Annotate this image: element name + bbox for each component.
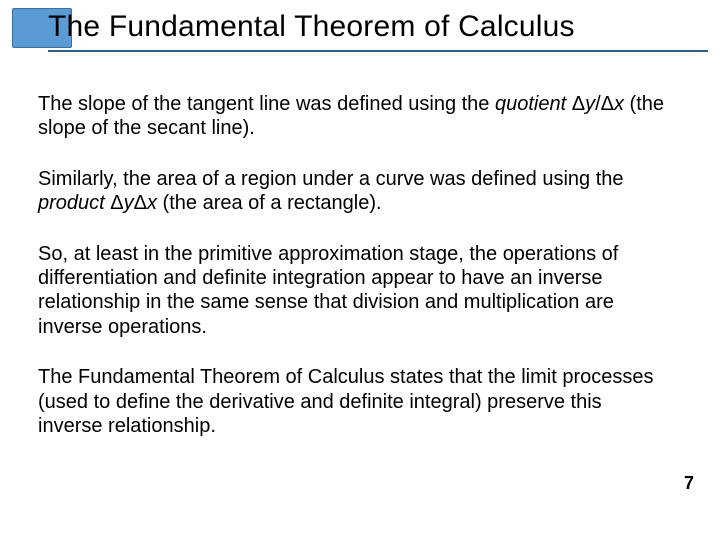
page-number: 7 bbox=[684, 473, 694, 494]
paragraph: The slope of the tangent line was define… bbox=[38, 92, 670, 141]
title-bar: The Fundamental Theorem of Calculus bbox=[0, 0, 720, 70]
paragraph: Similarly, the area of a region under a … bbox=[38, 167, 670, 216]
slide-title: The Fundamental Theorem of Calculus bbox=[48, 10, 708, 52]
paragraph: The Fundamental Theorem of Calculus stat… bbox=[38, 365, 670, 438]
slide-body: The slope of the tangent line was define… bbox=[38, 92, 670, 464]
paragraph: So, at least in the primitive approximat… bbox=[38, 242, 670, 340]
